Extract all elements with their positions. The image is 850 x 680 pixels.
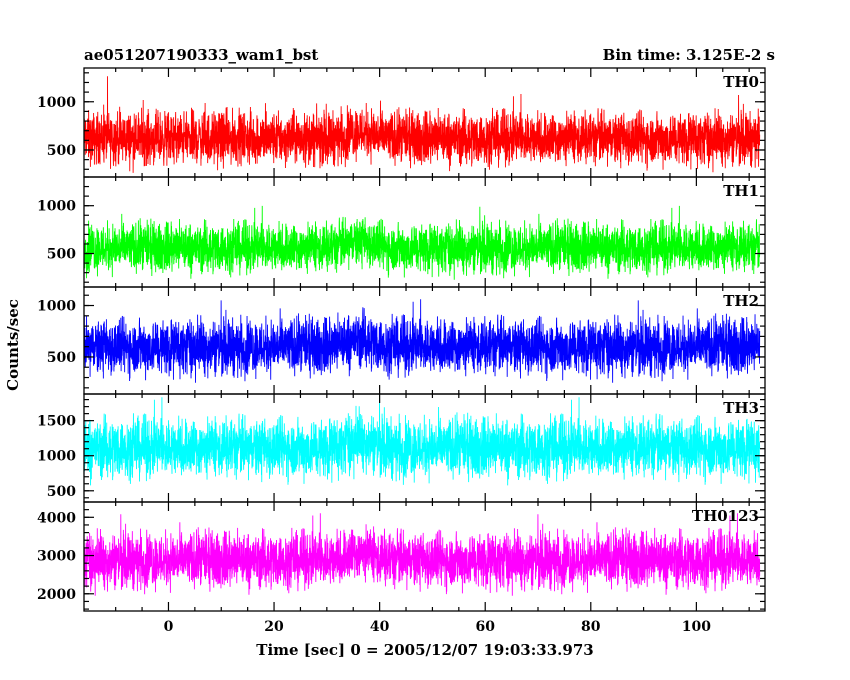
panel-label-th1: TH1 (723, 182, 759, 200)
y-tick-label: 500 (47, 143, 76, 159)
series-th0 (84, 76, 761, 173)
y-tick-label: 1000 (37, 449, 76, 465)
y-tick-label: 1000 (37, 95, 76, 111)
series-th2 (84, 299, 761, 383)
panel-th0123: TH0123 2000 3000 4000 (37, 501, 766, 612)
x-axis-label: Time [sec] 0 = 2005/12/07 19:03:33.973 (256, 641, 593, 659)
y-tick-label: 500 (47, 350, 76, 366)
panel-label-th2: TH2 (723, 292, 759, 310)
panel-label-th0: TH0 (723, 73, 759, 91)
series-th1 (84, 205, 761, 280)
panel-label-th0123: TH0123 (692, 507, 759, 525)
y-tick-label: 2000 (37, 587, 76, 603)
y-axis-label: Counts/sec (4, 299, 22, 391)
series-th0123 (84, 513, 761, 596)
y-tick-label: 1000 (37, 299, 76, 315)
y-tick-label: 500 (47, 247, 76, 263)
panels-group: TH05001000TH15001000TH25001000TH35001000… (37, 67, 766, 635)
chart-title: ae051207190333_wam1_bst (84, 46, 318, 64)
x-tick-label: 0 (164, 619, 174, 635)
x-tick-label: 100 (682, 619, 711, 635)
y-tick-label: 500 (47, 484, 76, 500)
bin-time-label: Bin time: 3.125E-2 s (603, 46, 775, 64)
x-tick-label: 80 (581, 619, 601, 635)
panel-label-th3: TH3 (723, 399, 759, 417)
panel-th2: TH2 500 1000 (37, 286, 766, 395)
panel-th0: TH0 500 1000 (37, 67, 766, 178)
x-tick-label: 40 (370, 619, 390, 635)
y-tick-label: 4000 (37, 510, 76, 526)
y-tick-label: 3000 (37, 549, 76, 565)
series-th3 (84, 395, 761, 486)
y-tick-label: 1500 (37, 414, 76, 430)
y-tick-label: 1000 (37, 199, 76, 215)
x-tick-label: 20 (264, 619, 284, 635)
panel-th1: TH1 500 1000 (37, 176, 766, 288)
x-tick-label: 60 (475, 619, 495, 635)
panel-th3: TH3 500 1000 1500 (37, 393, 766, 503)
panel-frame (83, 501, 766, 612)
